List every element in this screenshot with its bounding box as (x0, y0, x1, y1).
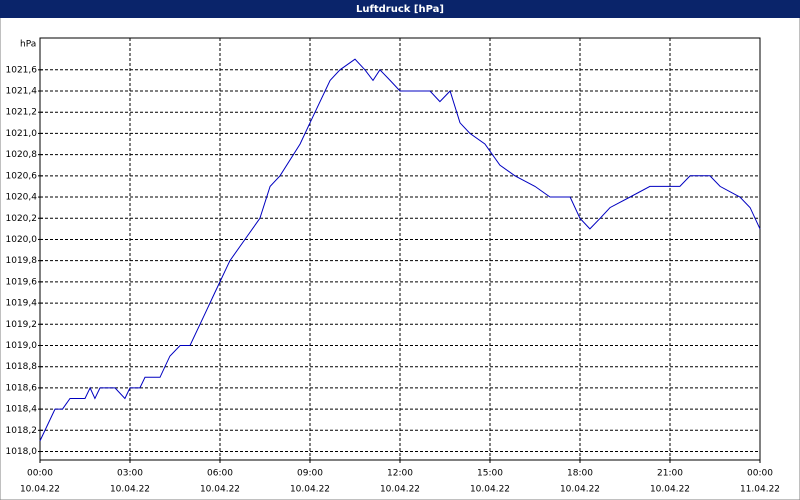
y-tick-label: 1018,8 (6, 362, 38, 372)
y-tick-label: 1019,8 (6, 256, 38, 266)
y-tick-label: 1019,6 (6, 277, 38, 287)
y-tick-label: 1020,2 (6, 214, 38, 224)
y-tick-label: 1020,6 (6, 171, 38, 181)
x-tick-label: 18:00 (567, 469, 593, 479)
y-tick-label: 1018,6 (6, 383, 38, 393)
x-tick-date: 10.04.22 (290, 485, 330, 495)
x-tick-label: 12:00 (387, 469, 413, 479)
x-tick-label: 21:00 (657, 469, 683, 479)
y-tick-label: 1018,4 (6, 405, 38, 415)
y-tick-label: 1021,6 (6, 65, 38, 75)
y-tick-label: 1020,0 (6, 235, 38, 245)
x-tick-label: 03:00 (117, 469, 143, 479)
x-tick-label: 00:00 (747, 469, 773, 479)
x-tick-label: 06:00 (207, 469, 233, 479)
title-bar (0, 0, 800, 18)
x-tick-date: 11.04.22 (740, 485, 780, 495)
y-tick-label: 1018,0 (6, 447, 38, 457)
x-tick-date: 10.04.22 (470, 485, 510, 495)
y-tick-label: 1021,4 (6, 87, 38, 97)
y-tick-label: 1021,2 (6, 108, 38, 118)
y-tick-label: 1019,0 (6, 341, 38, 351)
data-line (39, 58, 761, 442)
x-tick-date: 10.04.22 (20, 485, 60, 495)
x-tick-label: 00:00 (27, 469, 53, 479)
x-tick-date: 10.04.22 (380, 485, 420, 495)
x-tick-date: 10.04.22 (650, 485, 690, 495)
y-tick-label: 1019,4 (6, 299, 38, 309)
y-tick-label: 1018,2 (6, 426, 38, 436)
x-tick-date: 10.04.22 (560, 485, 600, 495)
y-tick-label: 1019,2 (6, 320, 38, 330)
x-tick-label: 09:00 (297, 469, 323, 479)
x-tick-date: 10.04.22 (200, 485, 240, 495)
y-axis-label: hPa (20, 40, 36, 50)
y-tick-label: 1020,4 (6, 193, 38, 203)
y-tick-label: 1020,8 (6, 150, 38, 160)
x-tick-date: 10.04.22 (110, 485, 150, 495)
x-tick-label: 15:00 (477, 469, 503, 479)
y-tick-label: 1021,0 (6, 129, 38, 139)
chart-title: Luftdruck [hPa] (356, 4, 444, 15)
